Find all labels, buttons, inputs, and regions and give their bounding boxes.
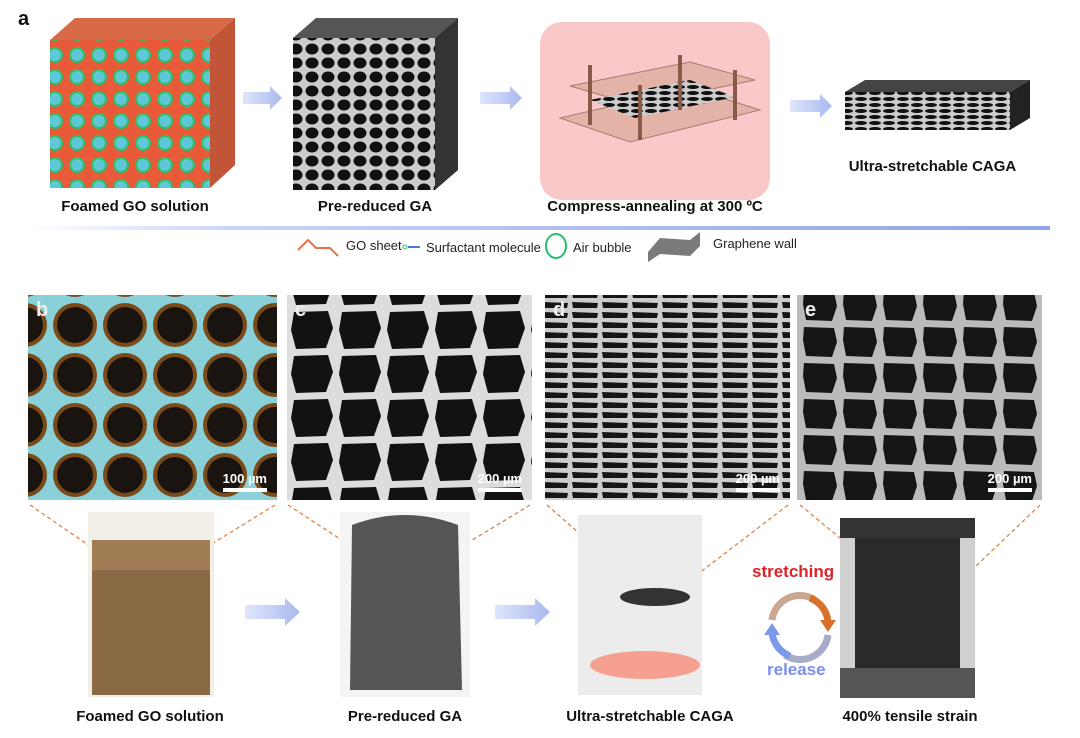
bottom-label-pre-reduced-ga: Pre-reduced GA xyxy=(347,708,463,725)
scale-label: 200 µm xyxy=(735,471,780,486)
pre-reduced-ga-cube-illustration xyxy=(293,18,458,190)
air-bubble-circle-icon xyxy=(545,233,567,259)
stretch-release-cycle-icon xyxy=(764,592,836,663)
graphene-wall-icon xyxy=(648,232,700,262)
panel-b: b 100 µm xyxy=(28,295,277,500)
panel-c: c 200 µm xyxy=(287,295,532,500)
foamed-go-cube-illustration xyxy=(50,18,235,188)
process-arrow-2 xyxy=(480,86,522,110)
scale-label: 200 µm xyxy=(477,471,522,486)
scale-bar-b: 100 µm xyxy=(222,471,267,492)
bottom-arrow-1 xyxy=(245,598,300,626)
beaker-photo xyxy=(88,512,214,697)
pre-reduced-ga-photo xyxy=(340,512,470,697)
process-arrow-3 xyxy=(790,94,832,118)
legend-graphene-wall: Graphene wall xyxy=(713,236,797,251)
go-sheet-line-icon xyxy=(297,238,339,257)
panel-letter-e: e xyxy=(805,299,817,321)
panel-d: d 200 µm xyxy=(545,295,790,500)
surfactant-molecule-icon xyxy=(402,244,420,250)
label-foamed-go-solution: Foamed GO solution xyxy=(61,198,209,215)
panel-letter-c: c xyxy=(295,299,307,321)
micrograph-b-optical xyxy=(28,295,277,500)
scale-bar-c: 200 µm xyxy=(477,471,522,492)
label-pre-reduced-ga: Pre-reduced GA xyxy=(317,198,433,215)
panel-e: e 200 µm xyxy=(797,295,1042,500)
process-arrow-1 xyxy=(243,86,282,110)
legend-surfactant-molecule: Surfactant molecule xyxy=(426,240,541,255)
release-label: release xyxy=(767,660,826,679)
caga-on-feather-photo xyxy=(578,515,702,695)
panel-letter-b: b xyxy=(36,299,49,321)
scale-label: 100 µm xyxy=(222,471,267,486)
panel-letter-d: d xyxy=(553,299,566,321)
bottom-label-foamed-go: Foamed GO solution xyxy=(76,708,224,725)
tensile-strain-photo xyxy=(840,518,975,698)
micrograph-d-sem xyxy=(545,295,790,500)
micrograph-c-sem xyxy=(287,295,532,500)
compress-annealing-illustration xyxy=(540,22,770,200)
caga-slab-illustration xyxy=(845,80,1030,130)
panel-letter-a: a xyxy=(18,8,30,30)
stretching-label: stretching xyxy=(752,562,835,581)
bottom-label-caga: Ultra-stretchable CAGA xyxy=(566,708,734,725)
bottom-arrow-2 xyxy=(495,598,550,626)
scale-bar-d: 200 µm xyxy=(735,471,780,492)
label-ultra-stretchable-caga: Ultra-stretchable CAGA xyxy=(848,158,1017,175)
scale-bar-e: 200 µm xyxy=(987,471,1032,492)
legend-go-sheet: GO sheet xyxy=(346,238,402,253)
divider-line xyxy=(30,226,1050,230)
bottom-label-tensile-strain: 400% tensile strain xyxy=(842,708,978,725)
micrograph-e-sem xyxy=(797,295,1042,500)
legend-air-bubble: Air bubble xyxy=(573,240,632,255)
scale-label: 200 µm xyxy=(987,471,1032,486)
label-compress-annealing: Compress-annealing at 300 ºC xyxy=(547,198,763,215)
